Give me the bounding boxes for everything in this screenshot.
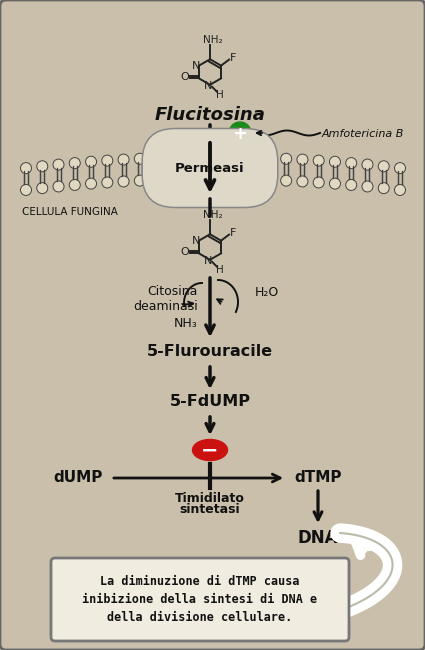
- Ellipse shape: [193, 439, 227, 460]
- Circle shape: [69, 179, 80, 190]
- Circle shape: [280, 175, 292, 186]
- Circle shape: [229, 122, 251, 144]
- Text: N: N: [204, 81, 212, 91]
- Circle shape: [297, 176, 308, 187]
- Text: H₂O: H₂O: [255, 287, 279, 300]
- Text: sintetasi: sintetasi: [180, 503, 240, 516]
- Text: DNA: DNA: [298, 529, 338, 547]
- Text: NH₂: NH₂: [203, 35, 223, 46]
- FancyBboxPatch shape: [51, 558, 349, 641]
- Circle shape: [167, 174, 178, 185]
- Text: dTMP: dTMP: [294, 471, 342, 486]
- Circle shape: [313, 155, 324, 166]
- Circle shape: [394, 162, 405, 174]
- Circle shape: [362, 159, 373, 170]
- Circle shape: [150, 153, 162, 164]
- Circle shape: [346, 157, 357, 168]
- Text: Citosina: Citosina: [147, 285, 198, 298]
- Circle shape: [102, 177, 113, 188]
- Text: −: −: [201, 441, 219, 461]
- Text: N: N: [192, 60, 200, 71]
- Circle shape: [362, 181, 373, 192]
- Text: NH₂: NH₂: [203, 210, 223, 220]
- Text: H: H: [216, 265, 224, 275]
- Text: N: N: [192, 235, 200, 246]
- Circle shape: [134, 175, 145, 186]
- Circle shape: [167, 152, 178, 163]
- Text: dUMP: dUMP: [53, 471, 103, 486]
- Text: Amfotericina B: Amfotericina B: [322, 129, 404, 139]
- Text: H: H: [216, 90, 224, 99]
- Circle shape: [37, 161, 48, 172]
- Circle shape: [53, 181, 64, 192]
- Text: N: N: [204, 255, 212, 266]
- Circle shape: [264, 174, 275, 185]
- Text: +: +: [232, 125, 247, 143]
- Text: deaminasi: deaminasi: [133, 300, 198, 313]
- Circle shape: [378, 183, 389, 194]
- Text: F: F: [230, 53, 236, 62]
- Text: 5-Flurouracile: 5-Flurouracile: [147, 344, 273, 359]
- Circle shape: [264, 153, 275, 164]
- Circle shape: [329, 178, 340, 189]
- Circle shape: [150, 174, 162, 185]
- Circle shape: [313, 177, 324, 188]
- Circle shape: [20, 185, 31, 196]
- Text: F: F: [230, 227, 236, 238]
- Text: La diminuzione di dTMP causa
inibizione della sintesi di DNA e
della divisione c: La diminuzione di dTMP causa inibizione …: [82, 575, 317, 624]
- Circle shape: [394, 185, 405, 196]
- Text: 5-FdUMP: 5-FdUMP: [170, 395, 250, 410]
- Circle shape: [248, 174, 259, 185]
- Text: Permeasi: Permeasi: [175, 161, 245, 174]
- Circle shape: [37, 183, 48, 194]
- Text: NH₃: NH₃: [174, 317, 198, 330]
- Text: Timidilato: Timidilato: [175, 492, 245, 505]
- Circle shape: [329, 156, 340, 167]
- Circle shape: [53, 159, 64, 170]
- Circle shape: [85, 156, 96, 167]
- Circle shape: [20, 162, 31, 174]
- Text: O: O: [181, 72, 189, 83]
- Circle shape: [297, 154, 308, 165]
- Circle shape: [134, 153, 145, 164]
- Text: CELLULA FUNGINA: CELLULA FUNGINA: [22, 207, 118, 217]
- Text: O: O: [181, 248, 189, 257]
- Circle shape: [85, 178, 96, 189]
- Circle shape: [280, 153, 292, 164]
- Text: Flucitosina: Flucitosina: [155, 106, 266, 124]
- Circle shape: [118, 176, 129, 187]
- Circle shape: [102, 155, 113, 166]
- FancyBboxPatch shape: [180, 139, 240, 197]
- Circle shape: [378, 161, 389, 172]
- Circle shape: [69, 157, 80, 168]
- Circle shape: [118, 154, 129, 165]
- Circle shape: [248, 152, 259, 163]
- Circle shape: [346, 179, 357, 190]
